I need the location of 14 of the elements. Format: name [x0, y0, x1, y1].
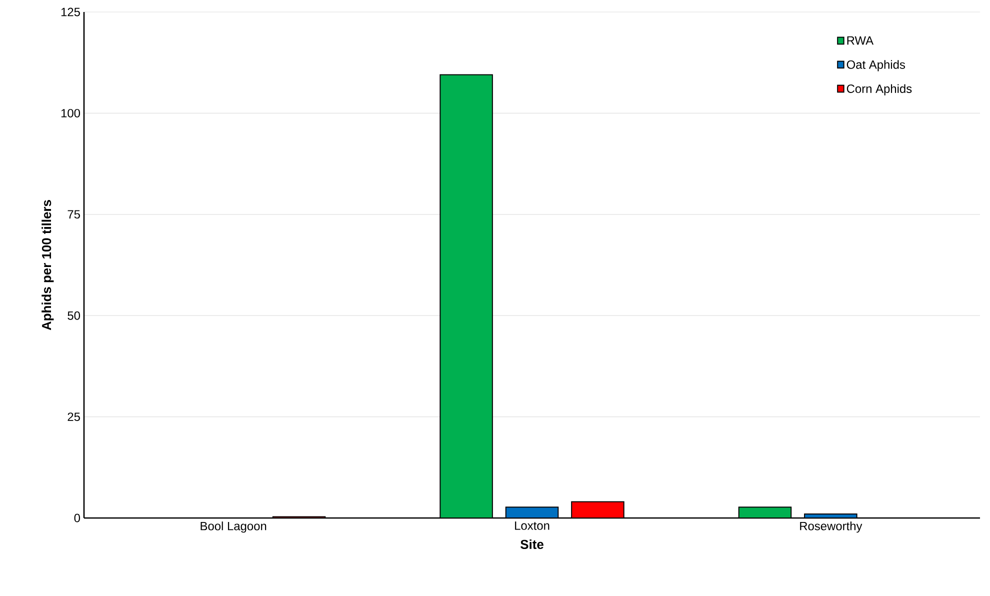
y-tick-label: 25	[68, 412, 80, 422]
y-tick-label: 0	[74, 514, 80, 522]
x-axis-title: Site	[520, 539, 544, 550]
y-axis-title: Aphids per 100 tillers	[42, 200, 54, 330]
x-tick-label: Loxton	[515, 522, 550, 530]
legend-label: RWA	[847, 36, 874, 45]
y-tick-label: 100	[61, 108, 80, 118]
x-tick-label: Bool Lagoon	[200, 522, 266, 533]
x-tick-label: Roseworthy	[800, 522, 862, 533]
y-tick-label: 50	[68, 311, 80, 320]
y-tick-label: 75	[68, 210, 80, 219]
legend-label: Corn Aphids	[846, 84, 912, 96]
y-tick-label: 125	[61, 8, 80, 16]
legend-label: Oat Aphids	[846, 60, 906, 72]
